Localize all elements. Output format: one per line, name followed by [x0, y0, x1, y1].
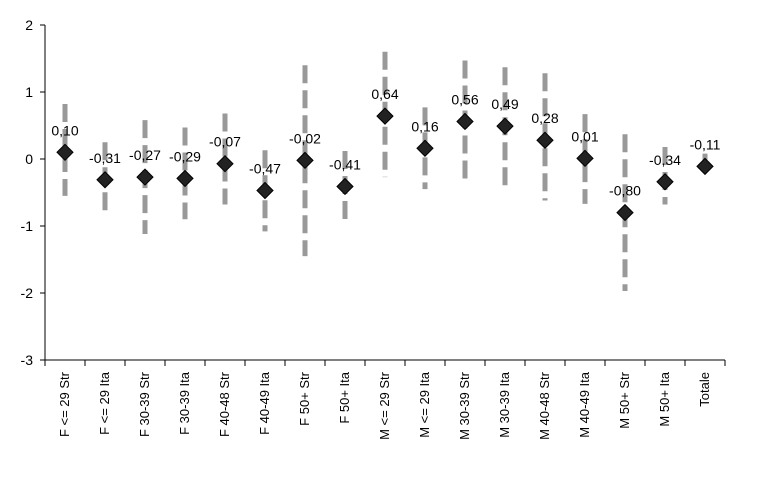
category-label: F 40-48 Str: [217, 371, 232, 437]
data-label: -0,41: [329, 156, 361, 172]
category-label: F <= 29 Ita: [97, 371, 112, 435]
value-labels: 0,10 -0,31 -0,27 -0,29 -0,07 -0,47 -0,02 -0,41 0…: [51, 86, 720, 198]
data-point-marker: [536, 131, 554, 149]
data-label: -0,34: [649, 152, 681, 168]
data-label: -0,29: [169, 148, 201, 164]
data-point-marker: [216, 154, 234, 173]
data-label: -0,80: [609, 183, 641, 199]
data-point-marker: [656, 173, 674, 191]
category-labels: F <= 29 Str F <= 29 Ita F 30-39 Str F 30-39…: [57, 371, 712, 440]
data-label: 0,49: [491, 96, 518, 112]
axes: [44, 25, 725, 361]
data-point-marker: [96, 171, 114, 189]
data-label: 0,01: [571, 128, 598, 144]
data-point-marker: [496, 117, 514, 135]
data-point-marker: [416, 139, 434, 157]
category-label: M 40-48 Str: [537, 371, 552, 440]
data-point-marker: [56, 143, 74, 162]
data-label: 0,10: [51, 122, 78, 138]
data-point-marker: [616, 203, 634, 222]
y-tick-label: -1: [21, 218, 34, 234]
data-point-marker: [296, 151, 314, 170]
data-label: -0,27: [129, 147, 161, 163]
data-point-marker: [456, 112, 474, 131]
category-label: M <= 29 Ita: [417, 371, 432, 438]
data-label: -0,02: [289, 130, 321, 146]
x-tick-marks: [44, 360, 726, 366]
y-tick-label: -2: [21, 285, 34, 301]
category-label: Totale: [697, 372, 712, 407]
category-label: F <= 29 Str: [57, 371, 72, 437]
y-tick-label: 0: [25, 151, 33, 167]
data-point-marker: [256, 181, 274, 200]
data-point-marker: [176, 169, 194, 188]
category-label: F 30-39 Ita: [177, 371, 192, 435]
category-label: F 40-49 Ita: [257, 371, 272, 435]
category-label: M 30-39 Ita: [497, 371, 512, 438]
category-label: M 30-39 Str: [457, 371, 472, 440]
data-label: -0,31: [89, 150, 121, 166]
category-label: M 50+ Str: [617, 371, 632, 428]
data-point-marker: [376, 107, 394, 125]
y-tick-label: 1: [25, 84, 33, 100]
y-tick-label: -3: [21, 352, 34, 368]
category-label: M 50+ Ita: [657, 371, 672, 426]
data-label: 0,64: [371, 86, 398, 102]
data-point-marker: [336, 177, 354, 196]
category-label: F 30-39 Str: [137, 371, 152, 437]
data-point-marker: [136, 168, 154, 186]
markers: [56, 107, 714, 222]
category-label: M 40-49 Ita: [577, 371, 592, 438]
data-label: 0,16: [411, 118, 438, 134]
category-label: F 50+ Ita: [337, 371, 352, 423]
y-tick-label: 2: [25, 17, 33, 33]
data-label: 0,56: [451, 91, 478, 107]
data-label: -0,47: [249, 160, 281, 176]
category-label: M <= 29 Str: [377, 371, 392, 440]
y-tick-labels: 2 1 0 -1 -2 -3: [21, 17, 45, 368]
data-label: 0,28: [531, 110, 558, 126]
data-label: -0,07: [209, 134, 241, 150]
data-label: -0,11: [690, 136, 721, 152]
category-label: F 50+ Str: [297, 371, 312, 425]
data-point-marker: [576, 149, 594, 168]
data-point-marker: [696, 157, 714, 176]
